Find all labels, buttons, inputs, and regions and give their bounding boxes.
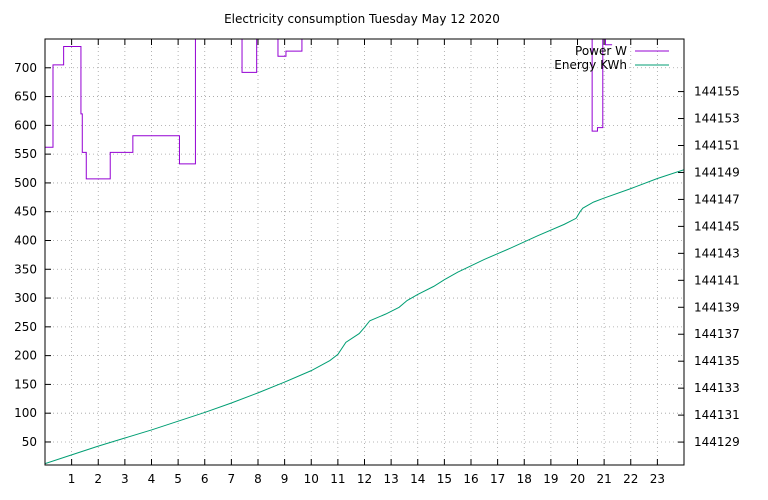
x-tick-label: 1	[68, 472, 76, 486]
x-tick-label: 23	[650, 472, 665, 486]
x-tick-label: 10	[304, 472, 319, 486]
x-tick-label: 19	[543, 472, 558, 486]
y-tick-label: 500	[14, 176, 37, 190]
legend-label: Power W	[575, 44, 627, 58]
x-tick-label: 5	[174, 472, 182, 486]
y-tick-label: 200	[14, 349, 37, 363]
grid	[45, 39, 684, 465]
y-tick-label: 250	[14, 320, 37, 334]
x-tick-label: 15	[437, 472, 452, 486]
y2-tick-label: 144131	[694, 408, 740, 422]
y-tick-label: 350	[14, 262, 37, 276]
x-tick-label: 6	[201, 472, 209, 486]
x-tick-label: 13	[383, 472, 398, 486]
y2-tick-label: 144155	[694, 85, 740, 99]
x-tick-label: 20	[570, 472, 585, 486]
y2-tick-label: 144135	[694, 354, 740, 368]
y-tick-label: 700	[14, 61, 37, 75]
y-tick-label: 600	[14, 118, 37, 132]
y2-tick-label: 144147	[694, 192, 740, 206]
plot-border	[44, 38, 685, 466]
x-tick-label: 8	[254, 472, 262, 486]
y2-tick-label: 144133	[694, 381, 740, 395]
x-tick-label: 9	[281, 472, 289, 486]
y-tick-label: 650	[14, 90, 37, 104]
y-tick-label: 550	[14, 147, 37, 161]
axis-ticks: 1 2 3 4 5 6 7 8 9 10 11 12 13 14 15 16 17 18 19 20 21 22 23501…	[14, 39, 740, 486]
y2-tick-label: 144151	[694, 139, 740, 153]
y-tick-label: 100	[14, 406, 37, 420]
y2-tick-label: 144149	[694, 165, 740, 179]
x-tick-label: 11	[330, 472, 345, 486]
x-tick-label: 4	[148, 472, 156, 486]
y-tick-label: 50	[22, 435, 37, 449]
legend-label: Energy KWh	[554, 58, 627, 72]
power-w-line	[45, 39, 613, 180]
x-tick-label: 17	[490, 472, 505, 486]
x-tick-label: 18	[517, 472, 532, 486]
y2-tick-label: 144129	[694, 435, 740, 449]
x-tick-label: 16	[463, 472, 478, 486]
y-tick-label: 300	[14, 291, 37, 305]
y-tick-label: 450	[14, 205, 37, 219]
x-tick-label: 2	[94, 472, 102, 486]
x-tick-label: 22	[623, 472, 638, 486]
y2-tick-label: 144137	[694, 327, 740, 341]
x-tick-label: 14	[410, 472, 425, 486]
y2-tick-label: 144139	[694, 300, 740, 314]
y-tick-label: 400	[14, 233, 37, 247]
x-tick-label: 3	[121, 472, 129, 486]
y2-tick-label: 144153	[694, 112, 740, 126]
y2-tick-label: 144145	[694, 219, 740, 233]
y-tick-label: 150	[14, 377, 37, 391]
y2-tick-label: 144141	[694, 273, 740, 287]
x-tick-label: 12	[357, 472, 372, 486]
x-tick-label: 21	[596, 472, 611, 486]
energy-kwh-line	[45, 169, 684, 465]
chart-title: Electricity consumption Tuesday May 12 2…	[224, 12, 500, 26]
series-layer	[45, 39, 684, 465]
x-tick-label: 7	[228, 472, 236, 486]
y2-tick-label: 144143	[694, 246, 740, 260]
